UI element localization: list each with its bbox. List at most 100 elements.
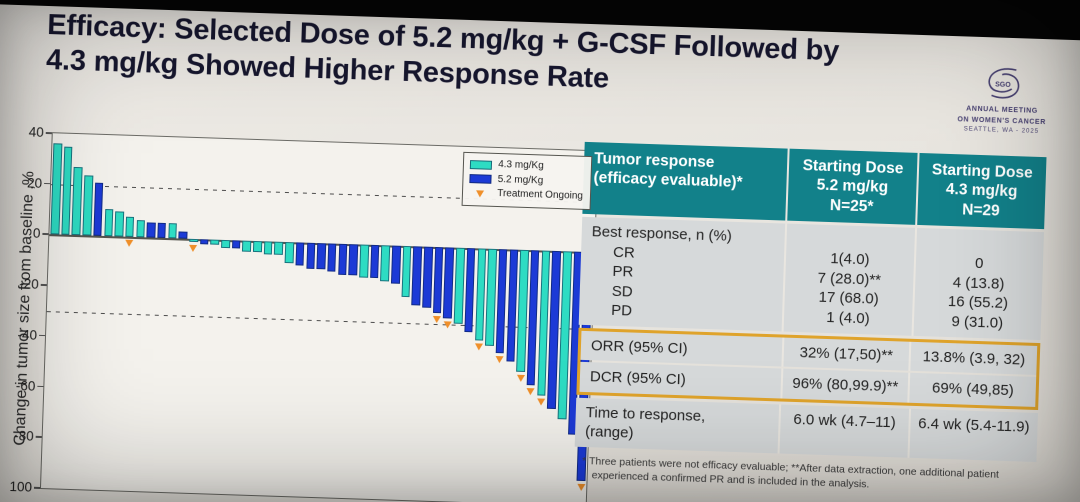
y-tick-mark xyxy=(42,233,49,236)
waterfall-bar xyxy=(103,208,114,237)
treatment-ongoing-icon xyxy=(526,387,535,396)
table-row-best-response: Best response, n (%) CR PR SD PD 1(4.0) 7 (28.… xyxy=(578,216,1045,340)
treatment-ongoing-icon xyxy=(576,483,586,491)
waterfall-bar xyxy=(125,216,135,238)
legend-label: 5.2 mg/Kg xyxy=(497,173,544,187)
y-tick-label: 0 xyxy=(32,226,41,242)
waterfall-bar xyxy=(422,247,433,309)
treatment-ongoing-icon xyxy=(189,244,198,253)
waterfall-bar xyxy=(337,244,348,275)
waterfall-bar xyxy=(359,244,369,279)
y-tick-label: 40 xyxy=(28,124,45,140)
legend-item: Treatment Ongoing xyxy=(469,186,583,204)
waterfall-bar xyxy=(411,246,423,306)
table-cell-label: Time to response, (range) xyxy=(575,397,780,453)
waterfall-bar xyxy=(61,146,73,236)
treatment-ongoing-icon xyxy=(516,374,525,383)
chart-legend: 4.3 mg/Kg 5.2 mg/Kg Treatment Ongoing xyxy=(461,151,593,210)
waterfall-bar xyxy=(305,243,316,269)
waterfall-bar xyxy=(135,219,146,238)
table-cell-label: ORR (95% CI) xyxy=(590,336,688,358)
y-tick-mark xyxy=(45,131,52,134)
y-tick-label: -20 xyxy=(18,276,39,292)
treatment-ongoing-icon xyxy=(125,240,134,248)
sgo-text: SGO xyxy=(995,81,1011,89)
table-header-line: N=29 xyxy=(961,201,1001,220)
waterfall-bar xyxy=(82,174,94,236)
waterfall-bar xyxy=(50,143,63,235)
waterfall-bar xyxy=(443,247,455,319)
waterfall-bar xyxy=(464,248,476,333)
waterfall-bar xyxy=(189,239,198,243)
y-tick-label: 20 xyxy=(26,175,43,191)
page-title: Efficacy: Selected Dose of 5.2 mg/kg + G… xyxy=(46,8,840,104)
table-header-line: N=25* xyxy=(829,196,874,216)
results-table: Tumor response (efficacy evaluable)* Start… xyxy=(573,141,1047,497)
table-cell-value: 69% (49,85) xyxy=(907,372,1037,407)
waterfall-bar xyxy=(348,244,359,276)
table-cell-value: 96% (80,99.9)** xyxy=(779,368,909,403)
table-cell-value: 6.4 wk (5.4-11.9) xyxy=(907,408,1039,462)
waterfall-chart: Change in tumor size from baseline ,% 4.… xyxy=(0,123,610,502)
legend-triangle-icon xyxy=(476,190,485,198)
waterfall-bar xyxy=(199,239,209,245)
treatment-ongoing-icon xyxy=(474,343,483,351)
response-value: 1 (4.0) xyxy=(826,308,870,328)
legend-label: Treatment Ongoing xyxy=(497,187,584,202)
y-tick-label: -40 xyxy=(17,327,38,343)
waterfall-bar xyxy=(114,211,124,238)
legend-label: 4.3 mg/Kg xyxy=(497,159,544,172)
table-header-cell: Starting Dose 4.3 mg/kg N=29 xyxy=(914,152,1047,230)
table-header: Tumor response (efficacy evaluable)* Start… xyxy=(582,141,1047,230)
y-tick-mark xyxy=(44,182,51,185)
waterfall-bar xyxy=(263,241,273,255)
table-cell-values: 1(4.0) 7 (28.0)** 17 (68.0) 1 (4.0) xyxy=(781,223,915,336)
slide: Efficacy: Selected Dose of 5.2 mg/kg + G… xyxy=(0,4,1080,502)
waterfall-bar xyxy=(253,241,262,252)
sgo-logo: SGO ANNUAL MEETING ON WOMEN'S CANCER SEA… xyxy=(936,62,1068,138)
table-cell-value: 32% (17,50)** xyxy=(781,337,910,371)
waterfall-bar xyxy=(242,240,252,252)
y-tick-mark xyxy=(37,385,44,388)
legend-swatch xyxy=(469,174,492,185)
table-cell-label: DCR (95% CI) xyxy=(589,368,687,389)
treatment-ongoing-icon xyxy=(495,356,504,364)
waterfall-bar xyxy=(93,182,104,237)
waterfall-bar xyxy=(178,231,188,240)
waterfall-bar xyxy=(167,223,177,239)
waterfall-bar xyxy=(295,242,305,266)
waterfall-bar xyxy=(231,240,241,249)
waterfall-bar xyxy=(316,243,327,270)
plot-area: 4.3 mg/Kg 5.2 mg/Kg Treatment Ongoing xyxy=(39,132,599,502)
waterfall-bar xyxy=(221,240,230,249)
table-cell-value: 13.8% (3.9, 32) xyxy=(908,341,1038,376)
y-tick-label: -80 xyxy=(13,428,34,445)
y-tick-label: 100 xyxy=(9,478,33,495)
legend-swatch xyxy=(470,159,493,170)
y-tick-label: -60 xyxy=(15,377,36,394)
waterfall-bar xyxy=(284,242,294,263)
highlight-box: ORR (95% CI) 32% (17,50)** 13.8% (3.9, 32)… xyxy=(576,327,1041,410)
waterfall-bar xyxy=(432,247,444,314)
waterfall-bar xyxy=(401,246,412,298)
table-header-cell: Starting Dose 5.2 mg/kg N=25* xyxy=(785,148,918,225)
waterfall-bar xyxy=(146,222,156,239)
table-body: Best response, n (%) CR PR SD PD 1(4.0) 7 (28.… xyxy=(574,216,1045,462)
treatment-ongoing-icon xyxy=(536,398,546,406)
waterfall-bar xyxy=(157,222,167,239)
table-cell-value: 6.0 wk (4.7–11) xyxy=(777,404,909,458)
sgo-swirl-icon: SGO xyxy=(988,68,1020,99)
waterfall-bar xyxy=(453,248,465,325)
response-value: 9 (31.0) xyxy=(951,312,1004,332)
waterfall-bar xyxy=(485,249,497,346)
waterfall-bar xyxy=(274,242,284,256)
treatment-ongoing-icon xyxy=(443,321,452,329)
waterfall-bar xyxy=(369,245,380,279)
waterfall-bar xyxy=(380,245,391,282)
y-tick-mark xyxy=(39,334,46,337)
waterfall-bar xyxy=(390,245,401,285)
waterfall-bar xyxy=(210,239,220,246)
waterfall-bar xyxy=(71,166,83,236)
